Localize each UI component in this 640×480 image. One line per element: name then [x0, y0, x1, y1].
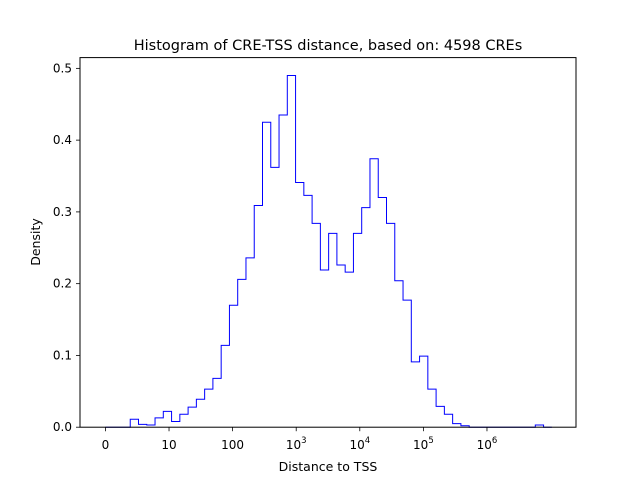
- x-tick-label: 106: [477, 436, 498, 452]
- x-tick-label: 10: [161, 438, 176, 452]
- y-tick-label: 0.4: [53, 133, 72, 147]
- x-axis-label: Distance to TSS: [279, 459, 378, 474]
- plot-area-frame: [79, 57, 577, 428]
- x-tick-label: 100: [221, 438, 244, 452]
- y-tick-label: 0.1: [53, 348, 72, 362]
- x-tick-label: 104: [349, 436, 370, 452]
- y-axis-label: Density: [28, 218, 43, 266]
- x-tick-label: 0: [102, 438, 110, 452]
- chart-title: Histogram of CRE-TSS distance, based on:…: [134, 38, 523, 54]
- x-axis-ticks: 0 10 100 103 104 105 106: [102, 427, 498, 452]
- y-tick-label: 0.0: [53, 420, 72, 434]
- y-tick-label: 0.5: [53, 61, 72, 75]
- histogram-step-line: [105, 75, 552, 428]
- y-tick-label: 0.2: [53, 277, 72, 291]
- y-tick-label: 0.3: [53, 205, 72, 219]
- x-tick-label: 105: [413, 436, 434, 452]
- histogram-step-layer: [105, 75, 552, 428]
- x-tick-label: 103: [286, 436, 307, 452]
- y-axis-ticks: 0.0 0.1 0.2 0.3 0.4 0.5: [53, 61, 80, 434]
